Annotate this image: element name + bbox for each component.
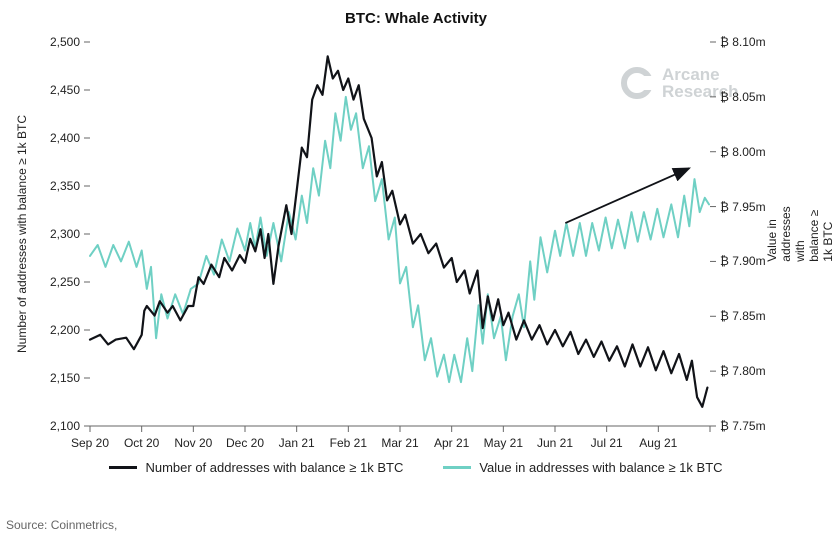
chart-title: BTC: Whale Activity (0, 10, 832, 27)
x-tick: Dec 20 (226, 436, 264, 450)
legend-label-addresses: Number of addresses with balance ≥ 1k BT… (145, 460, 403, 475)
y-right-tick: ₿ 8.00m (720, 145, 766, 159)
y-left-tick: 2,500 (50, 35, 80, 49)
y-left-tick: 2,100 (50, 419, 80, 433)
x-tick: Mar 21 (381, 436, 418, 450)
y-left-tick: 2,250 (50, 275, 80, 289)
y-right-tick: ₿ 7.90m (720, 254, 766, 268)
y-left-tick: 2,200 (50, 323, 80, 337)
y-axis-left-label: Number of addresses with balance ≥ 1k BT… (15, 115, 29, 353)
y-right-tick: ₿ 8.10m (720, 35, 766, 49)
y-left-tick: 2,400 (50, 131, 80, 145)
x-tick: Apr 21 (434, 436, 469, 450)
source-text: Source: Coinmetrics, (6, 518, 117, 532)
legend-item-value: Value in addresses with balance ≥ 1k BTC (443, 460, 722, 475)
y-right-tick: ₿ 8.05m (720, 90, 766, 104)
y-left-tick: 2,300 (50, 227, 80, 241)
x-tick: Sep 20 (71, 436, 109, 450)
y-left-tick: 2,350 (50, 179, 80, 193)
chart-container: { "title": "BTC: Whale Activity", "title… (0, 0, 832, 536)
y-axis-right-label: Value in addresses with balance ≥ 1k BTC (765, 206, 832, 261)
y-right-tick: ₿ 7.85m (720, 309, 766, 323)
x-tick: Nov 20 (174, 436, 212, 450)
legend-swatch-addresses (109, 466, 137, 469)
legend-item-addresses: Number of addresses with balance ≥ 1k BT… (109, 460, 403, 475)
legend: Number of addresses with balance ≥ 1k BT… (0, 460, 832, 475)
x-tick: Jan 21 (279, 436, 315, 450)
legend-swatch-value (443, 466, 471, 469)
y-left-tick: 2,450 (50, 83, 80, 97)
x-tick: Jun 21 (537, 436, 573, 450)
y-right-tick: ₿ 7.95m (720, 200, 766, 214)
chart-svg (90, 42, 710, 426)
y-right-tick: ₿ 7.80m (720, 364, 766, 378)
y-right-tick: ₿ 7.75m (720, 419, 766, 433)
x-tick: Aug 21 (639, 436, 677, 450)
x-tick: May 21 (484, 436, 523, 450)
x-tick: Oct 20 (124, 436, 159, 450)
x-tick: Feb 21 (330, 436, 367, 450)
x-tick: Jul 21 (591, 436, 623, 450)
plot-area (90, 42, 710, 426)
legend-label-value: Value in addresses with balance ≥ 1k BTC (479, 460, 722, 475)
y-left-tick: 2,150 (50, 371, 80, 385)
